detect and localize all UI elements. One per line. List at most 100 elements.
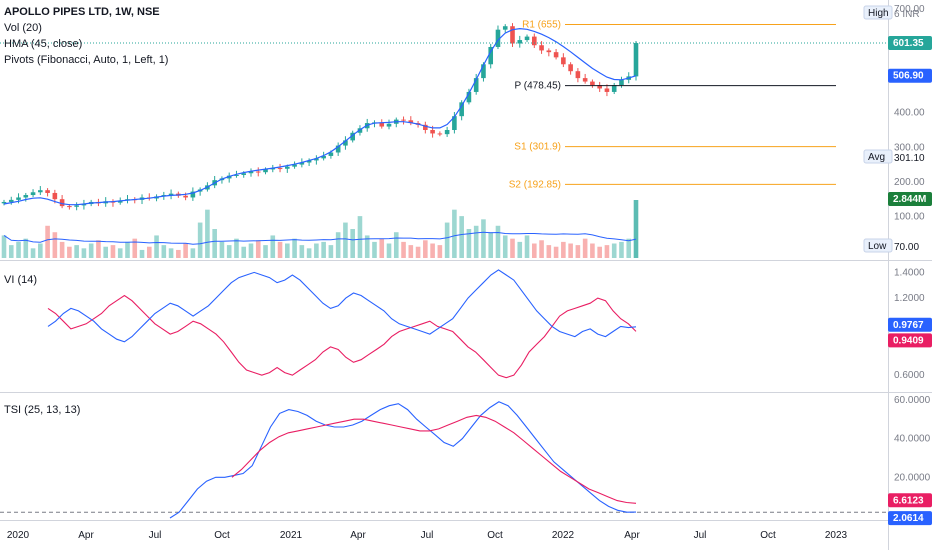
- volume-bar: [364, 235, 370, 258]
- volume-bar: [459, 216, 464, 258]
- candle-body: [604, 88, 610, 92]
- volume-bar: [314, 243, 319, 258]
- volume-bar: [568, 243, 573, 258]
- time-axis-tick: Oct: [487, 530, 503, 541]
- pivots-legend[interactable]: Pivots (Fibonacci, Auto, 1, Left, 1): [4, 54, 169, 66]
- vi-panel[interactable]: [47, 269, 637, 379]
- volume-bar: [248, 243, 254, 258]
- volume-bar: [473, 225, 479, 258]
- volume-bar: [633, 200, 639, 258]
- price-axis-tag-text: 0.9767: [893, 320, 924, 331]
- volume-bar: [168, 248, 174, 258]
- pivot-label: S2 (192.85): [509, 179, 561, 190]
- candle-body: [611, 85, 617, 92]
- volume-bar: [343, 222, 348, 258]
- candle-body: [263, 169, 268, 173]
- price-axis-tag: [888, 493, 932, 508]
- volume-bar: [306, 248, 312, 258]
- vi-minus-line: [47, 294, 637, 379]
- candle-body: [343, 140, 348, 146]
- volume-bar: [117, 248, 123, 258]
- volume-bar: [219, 241, 225, 258]
- price-axis-tick: 400.00: [894, 108, 925, 119]
- candle-body: [430, 130, 435, 134]
- price-axis-tag-text: 0.9409: [893, 335, 924, 346]
- candle-body: [23, 195, 29, 198]
- volume-bar: [154, 235, 159, 258]
- candle-body: [408, 120, 414, 124]
- volume-bar: [197, 222, 203, 258]
- volume-bar: [205, 209, 210, 258]
- candle-body: [255, 171, 261, 173]
- candle-body: [183, 195, 188, 198]
- volume-bar: [23, 238, 29, 258]
- time-axis-tick: 2020: [7, 530, 30, 541]
- price-axis-tick: 300.00: [894, 142, 925, 153]
- vi-legend[interactable]: VI (14): [4, 272, 37, 288]
- price-panel[interactable]: R1 (655) P (478.45) S1 (301.9) S2 (192.85): [0, 19, 888, 258]
- candle-body: [386, 123, 392, 127]
- tsi-legend[interactable]: TSI (25, 13, 13): [4, 402, 80, 418]
- tsi-axis-tick: 20.0000: [894, 472, 931, 483]
- volume-bar: [379, 238, 385, 258]
- volume-bar: [45, 225, 50, 258]
- time-axis-tick: Apr: [350, 530, 366, 541]
- candle-body: [335, 145, 341, 153]
- candle-body: [277, 168, 283, 170]
- hma-line: [3, 27, 637, 206]
- vi-axis-tick: 1.4000: [894, 267, 925, 278]
- hma-legend[interactable]: HMA (45, close): [4, 38, 83, 50]
- candle-body: [314, 158, 319, 161]
- volume-bar: [285, 243, 290, 258]
- candle-body: [459, 102, 464, 117]
- avg-value: 301.10: [894, 153, 925, 164]
- price-axis-tag-text: 601.35: [893, 38, 924, 49]
- volume-bar: [401, 241, 406, 258]
- volume-bar: [321, 241, 326, 258]
- candle-body: [582, 78, 588, 82]
- volume-bar: [357, 216, 363, 258]
- tsi-axis-tick: 60.0000: [894, 395, 931, 406]
- volume-bar: [539, 240, 544, 258]
- volume-bar: [81, 248, 87, 258]
- candle-body: [241, 173, 247, 175]
- stat-box: [863, 238, 893, 253]
- candle-body: [495, 29, 501, 47]
- volume-bar: [393, 232, 399, 258]
- volume-bar: [8, 245, 14, 258]
- volume-bar: [88, 243, 94, 258]
- tsi-signal-line: [231, 414, 637, 504]
- pivot-label: S1 (301.9): [514, 142, 561, 153]
- time-axis-tick: Oct: [214, 530, 230, 541]
- volume-bar: [495, 225, 501, 258]
- candle-body: [190, 191, 196, 198]
- symbol-title[interactable]: APOLLO PIPES LTD, 1W, NSE: [4, 6, 160, 18]
- volume-bar: [96, 240, 101, 258]
- volume-bar: [299, 245, 305, 258]
- time-axis-tick: Jul: [694, 530, 707, 541]
- volume-bar: [531, 243, 537, 258]
- candle-body: [401, 119, 406, 121]
- tsi-axis-tick: 40.0000: [894, 434, 931, 445]
- volume-bar: [103, 246, 109, 258]
- volume-bar: [611, 243, 617, 258]
- candle-body: [270, 168, 276, 170]
- candle-body: [16, 197, 21, 200]
- candle-body: [510, 26, 515, 44]
- volume-bar: [212, 229, 217, 258]
- candle-body: [379, 122, 385, 127]
- volume-bar: [335, 232, 341, 258]
- volume-bar: [277, 241, 283, 258]
- volume-bar: [1, 235, 7, 258]
- low-value: 70.00: [894, 242, 919, 253]
- volume-bar: [190, 248, 196, 258]
- tsi-panel[interactable]: [0, 401, 888, 519]
- candle-body: [117, 200, 123, 203]
- price-axis-tag: [888, 68, 932, 83]
- candle-body: [8, 199, 14, 202]
- vol-legend[interactable]: Vol (20): [4, 22, 42, 34]
- candle-body: [561, 57, 566, 65]
- candle-body: [619, 79, 624, 86]
- candle-body: [30, 192, 36, 196]
